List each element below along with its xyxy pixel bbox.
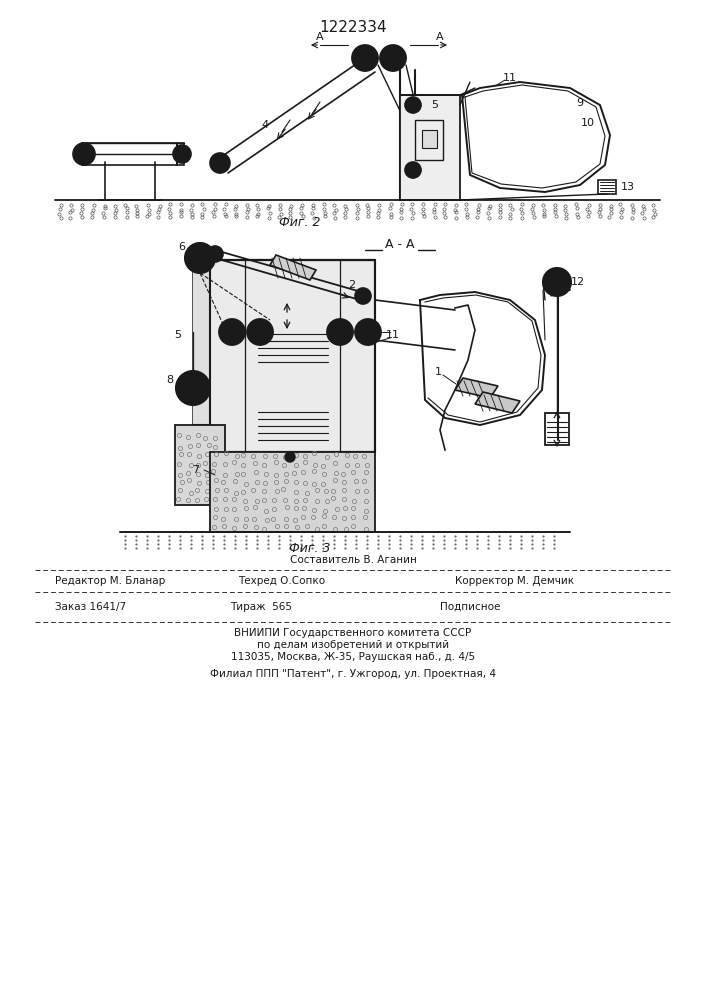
Circle shape bbox=[405, 97, 421, 113]
Text: 113035, Москва, Ж-35, Раушская наб., д. 4/5: 113035, Москва, Ж-35, Раушская наб., д. … bbox=[231, 652, 475, 662]
Bar bbox=[400, 95, 460, 200]
Text: А: А bbox=[436, 32, 444, 42]
Text: Фиг. 3: Фиг. 3 bbox=[289, 542, 331, 554]
Circle shape bbox=[176, 371, 210, 405]
Text: ВНИИПИ Государственного комитета СССР: ВНИИПИ Государственного комитета СССР bbox=[235, 628, 472, 638]
Text: Редактор М. Бланар: Редактор М. Бланар bbox=[55, 576, 165, 586]
Text: 9: 9 bbox=[576, 98, 583, 108]
Circle shape bbox=[173, 145, 191, 163]
Text: 11: 11 bbox=[503, 73, 517, 83]
Circle shape bbox=[210, 153, 230, 173]
Text: Техред О.Сопко: Техред О.Сопко bbox=[238, 576, 325, 586]
Circle shape bbox=[207, 246, 223, 262]
Circle shape bbox=[285, 452, 295, 462]
Circle shape bbox=[405, 162, 421, 178]
Bar bbox=[598, 180, 616, 194]
Polygon shape bbox=[270, 255, 316, 280]
Text: Заказ 1641/7: Заказ 1641/7 bbox=[55, 602, 126, 612]
Text: 1: 1 bbox=[435, 367, 441, 377]
Bar bbox=[422, 130, 437, 148]
Bar bbox=[193, 260, 210, 425]
Polygon shape bbox=[455, 378, 498, 398]
Text: 2: 2 bbox=[349, 280, 356, 290]
Circle shape bbox=[355, 288, 371, 304]
Text: 5: 5 bbox=[431, 100, 438, 110]
Bar bbox=[175, 425, 225, 505]
Text: 13: 13 bbox=[621, 182, 635, 192]
Bar bbox=[545, 413, 569, 445]
Circle shape bbox=[73, 143, 95, 165]
Text: 4: 4 bbox=[262, 120, 269, 130]
Text: 1222334: 1222334 bbox=[319, 19, 387, 34]
Circle shape bbox=[543, 268, 571, 296]
Bar bbox=[82, 143, 177, 165]
Polygon shape bbox=[475, 392, 520, 413]
Text: 6: 6 bbox=[178, 242, 185, 252]
Text: Фиг. 2: Фиг. 2 bbox=[279, 216, 321, 229]
Text: 7: 7 bbox=[192, 465, 199, 475]
Text: Тираж  565: Тираж 565 bbox=[230, 602, 292, 612]
Text: 10: 10 bbox=[581, 118, 595, 128]
Text: Филиал ППП "Патент", г. Ужгород, ул. Проектная, 4: Филиал ППП "Патент", г. Ужгород, ул. Про… bbox=[210, 669, 496, 679]
Text: Составитель В. Аганин: Составитель В. Аганин bbox=[290, 555, 416, 565]
Text: Корректор М. Демчик: Корректор М. Демчик bbox=[455, 576, 574, 586]
Text: 12: 12 bbox=[571, 277, 585, 287]
Bar bbox=[210, 260, 375, 452]
Text: А: А bbox=[316, 32, 324, 42]
Circle shape bbox=[355, 319, 381, 345]
Circle shape bbox=[219, 319, 245, 345]
Circle shape bbox=[352, 45, 378, 71]
Circle shape bbox=[327, 319, 353, 345]
Circle shape bbox=[247, 319, 273, 345]
Circle shape bbox=[380, 45, 406, 71]
Bar bbox=[177, 143, 184, 165]
Bar bbox=[415, 120, 443, 160]
Bar bbox=[210, 452, 375, 532]
Text: 5: 5 bbox=[175, 330, 182, 340]
Circle shape bbox=[185, 243, 215, 273]
Text: 8: 8 bbox=[166, 375, 173, 385]
Text: 11: 11 bbox=[386, 330, 400, 340]
Text: Подписное: Подписное bbox=[440, 602, 501, 612]
Text: по делам изобретений и открытий: по делам изобретений и открытий bbox=[257, 640, 449, 650]
Text: А - А: А - А bbox=[385, 238, 415, 251]
